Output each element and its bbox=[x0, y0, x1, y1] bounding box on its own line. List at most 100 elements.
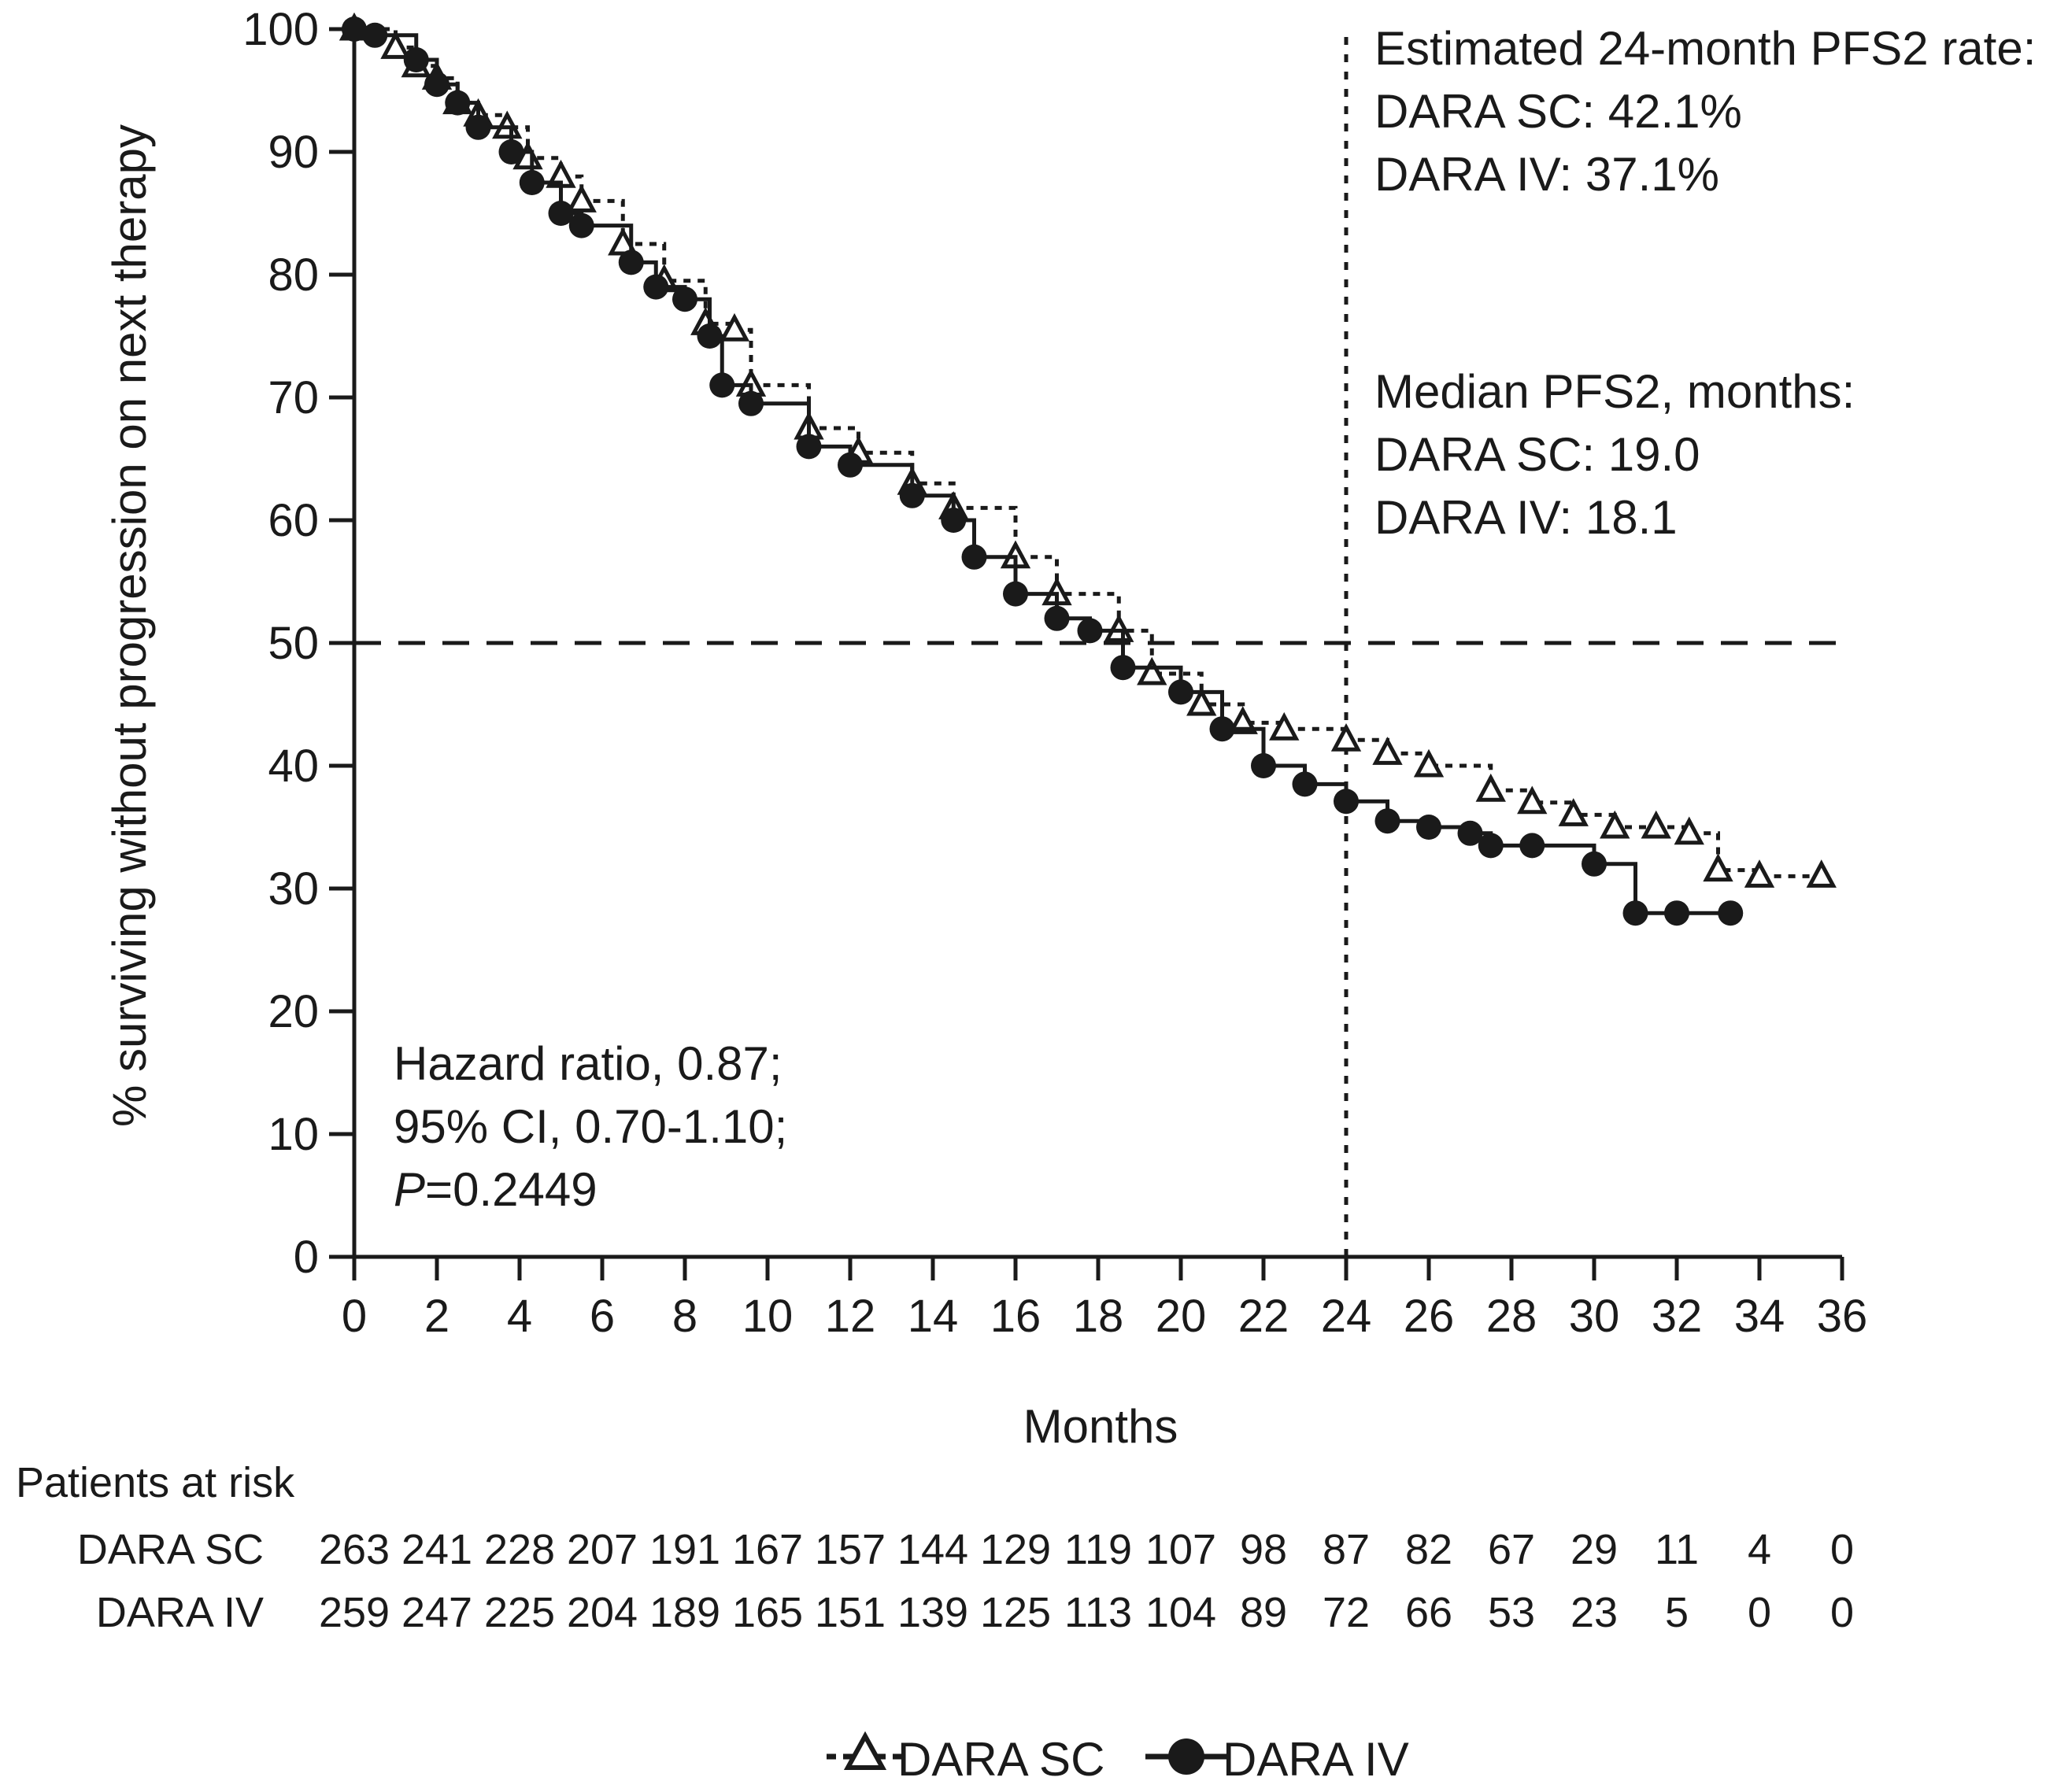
at-risk-value: 4 bbox=[1748, 1526, 1771, 1573]
median-sc: DARA SC: 19.0 bbox=[1374, 428, 1700, 481]
at-risk-value: 98 bbox=[1240, 1526, 1287, 1573]
at-risk-value: 89 bbox=[1240, 1589, 1287, 1636]
data-point-dara-sc bbox=[1806, 859, 1837, 888]
at-risk-value: 263 bbox=[319, 1526, 390, 1573]
at-risk-value: 67 bbox=[1488, 1526, 1535, 1573]
data-point-dara-iv bbox=[1168, 679, 1193, 705]
at-risk-value: 191 bbox=[649, 1526, 720, 1573]
x-tick-label: 4 bbox=[507, 1291, 532, 1342]
pfs2-rate-sc: DARA SC: 42.1% bbox=[1374, 85, 1742, 138]
data-point-dara-iv bbox=[498, 139, 524, 164]
legend-label-dara-iv: DARA IV bbox=[1223, 1733, 1409, 1786]
at-risk-value: 247 bbox=[401, 1589, 472, 1636]
hazard-annotation: Hazard ratio, 0.87; 95% CI, 0.70-1.10; P… bbox=[394, 1037, 787, 1216]
legend-item-dara-sc: DARA SC bbox=[827, 1731, 1104, 1786]
at-risk-value: 207 bbox=[567, 1526, 638, 1573]
x-tick-label: 2 bbox=[424, 1291, 450, 1342]
at-risk-value: 113 bbox=[1064, 1589, 1132, 1636]
at-risk-value: 104 bbox=[1145, 1589, 1216, 1636]
pfs2-rate-iv: DARA IV: 37.1% bbox=[1374, 148, 1719, 201]
data-point-dara-iv bbox=[618, 249, 644, 275]
pfs2-rate-title: Estimated 24-month PFS2 rate: bbox=[1374, 22, 2036, 75]
data-point-dara-iv bbox=[1622, 900, 1648, 926]
data-point-dara-sc bbox=[1475, 773, 1506, 802]
x-tick-label: 12 bbox=[825, 1291, 876, 1342]
hazard-ratio: Hazard ratio, 0.87; bbox=[394, 1037, 782, 1090]
y-tick-label: 90 bbox=[268, 127, 319, 178]
y-tick-label: 0 bbox=[294, 1232, 319, 1283]
at-risk-value: 107 bbox=[1145, 1526, 1216, 1573]
data-point-dara-iv bbox=[1478, 833, 1504, 859]
data-point-dara-iv bbox=[941, 508, 967, 533]
data-point-dara-sc bbox=[1703, 853, 1733, 882]
at-risk-value: 167 bbox=[732, 1526, 803, 1573]
data-point-dara-iv bbox=[1374, 808, 1400, 834]
data-point-dara-sc bbox=[566, 184, 597, 212]
at-risk-value: 144 bbox=[897, 1526, 968, 1573]
y-tick-label: 40 bbox=[268, 741, 319, 792]
x-tick-label: 32 bbox=[1652, 1291, 1703, 1342]
x-tick-label: 0 bbox=[342, 1291, 367, 1342]
data-point-dara-iv bbox=[1718, 900, 1744, 926]
at-risk-value: 225 bbox=[484, 1589, 555, 1636]
legend: DARA SC DARA IV bbox=[827, 1731, 1409, 1786]
median-annotation: Median PFS2, months: DARA SC: 19.0 DARA … bbox=[1374, 365, 1855, 544]
data-point-dara-sc bbox=[1558, 798, 1589, 826]
data-point-dara-iv bbox=[568, 212, 594, 238]
data-point-dara-sc bbox=[1744, 859, 1775, 888]
data-point-dara-iv bbox=[548, 201, 574, 226]
at-risk-value: 241 bbox=[401, 1526, 472, 1573]
at-risk-value: 82 bbox=[1405, 1526, 1452, 1573]
data-point-dara-iv bbox=[1334, 789, 1359, 815]
data-point-dara-iv bbox=[1292, 771, 1318, 797]
at-risk-value: 119 bbox=[1064, 1526, 1132, 1573]
data-point-dara-sc bbox=[1186, 687, 1217, 716]
at-risk-value: 29 bbox=[1570, 1526, 1618, 1573]
data-point-dara-iv bbox=[403, 47, 429, 72]
at-risk-value: 139 bbox=[897, 1589, 968, 1636]
at-risk-value: 129 bbox=[980, 1526, 1051, 1573]
data-point-dara-iv bbox=[1416, 815, 1441, 840]
x-tick-label: 8 bbox=[672, 1291, 697, 1342]
at-risk-value: 125 bbox=[980, 1589, 1051, 1636]
data-point-dara-iv bbox=[362, 22, 388, 48]
x-tick-label: 16 bbox=[990, 1291, 1041, 1342]
data-point-dara-sc bbox=[1600, 810, 1630, 839]
data-point-dara-iv bbox=[1044, 605, 1070, 631]
at-risk-value: 0 bbox=[1830, 1526, 1854, 1573]
at-risk-value: 204 bbox=[567, 1589, 638, 1636]
data-point-dara-sc bbox=[719, 312, 750, 342]
data-point-dara-iv bbox=[697, 323, 723, 349]
triangle-marker-icon bbox=[843, 1731, 887, 1770]
data-point-dara-iv bbox=[899, 482, 925, 508]
y-tick-label: 20 bbox=[268, 986, 319, 1037]
y-tick-label: 30 bbox=[268, 863, 319, 914]
data-point-dara-iv bbox=[709, 372, 735, 398]
at-risk-value: 228 bbox=[484, 1526, 555, 1573]
data-point-dara-sc bbox=[1517, 785, 1548, 815]
at-risk-label-iv: DARA IV bbox=[96, 1589, 264, 1636]
data-point-dara-iv bbox=[738, 390, 764, 416]
y-tick-label: 100 bbox=[242, 4, 319, 55]
y-tick-label: 60 bbox=[268, 495, 319, 546]
data-point-dara-iv bbox=[1209, 716, 1235, 742]
y-tick-label: 70 bbox=[268, 372, 319, 423]
median-iv: DARA IV: 18.1 bbox=[1374, 491, 1678, 544]
legend-label-dara-sc: DARA SC bbox=[897, 1733, 1104, 1786]
data-point-dara-iv bbox=[961, 544, 987, 570]
data-point-dara-iv bbox=[1664, 900, 1689, 926]
plot-area bbox=[339, 12, 1842, 1257]
at-risk-value: 0 bbox=[1748, 1589, 1771, 1636]
data-point-dara-iv bbox=[1251, 753, 1276, 778]
data-point-dara-iv bbox=[796, 434, 822, 460]
at-risk-values: 263 241 228 207 191 167 157 144 129 119 107 98 87 82 6… bbox=[319, 1526, 1854, 1636]
data-point-dara-sc bbox=[1227, 706, 1258, 734]
data-point-dara-iv bbox=[424, 72, 450, 98]
x-tick-label: 20 bbox=[1156, 1291, 1207, 1342]
data-point-dara-iv bbox=[1110, 655, 1136, 681]
at-risk-value: 0 bbox=[1830, 1589, 1854, 1636]
at-risk-value: 157 bbox=[815, 1526, 886, 1573]
x-tick-label: 14 bbox=[908, 1291, 959, 1342]
data-point-dara-iv bbox=[643, 274, 669, 300]
